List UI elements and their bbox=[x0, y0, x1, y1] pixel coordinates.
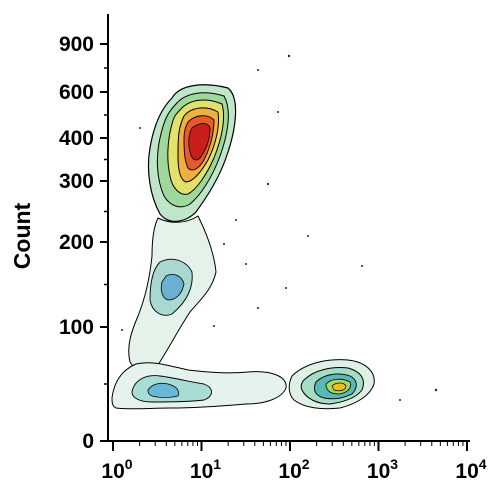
population-stream bbox=[129, 216, 216, 373]
y-tick-label: 0 bbox=[82, 430, 94, 453]
y-tick-label: 600 bbox=[59, 81, 94, 104]
population-lower-left bbox=[112, 363, 286, 409]
population-main bbox=[148, 85, 235, 222]
x-axis-ticks: 100 101 102 103 104 bbox=[101, 441, 486, 483]
y-axis-title: Count bbox=[9, 202, 35, 269]
x-tick-label: 102 bbox=[278, 456, 309, 483]
x-tick-label: 100 bbox=[101, 456, 132, 483]
y-tick-label: 200 bbox=[59, 231, 94, 254]
y-tick-label: 900 bbox=[59, 33, 94, 56]
x-tick-label: 103 bbox=[367, 456, 398, 483]
x-tick-label: 104 bbox=[455, 456, 486, 483]
x-tick-label: 101 bbox=[190, 456, 221, 483]
y-tick-label: 100 bbox=[59, 316, 94, 339]
y-tick-label: 300 bbox=[59, 170, 94, 193]
population-right bbox=[289, 360, 374, 409]
density-contours bbox=[112, 55, 437, 409]
y-tick-label: 400 bbox=[59, 127, 94, 150]
y-axis-ticks: 0 100 200 300 400 600 900 bbox=[59, 33, 108, 453]
